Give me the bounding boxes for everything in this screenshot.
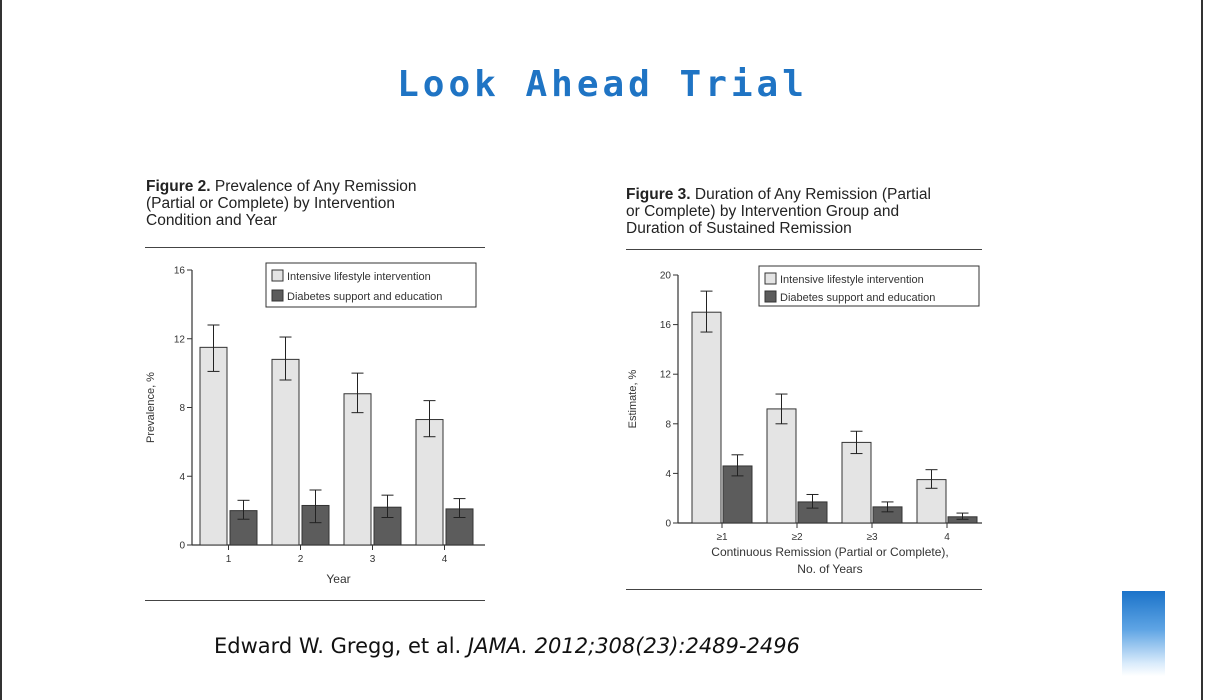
legend-label: Diabetes support and education xyxy=(287,291,442,303)
figure-3-caption-line3: Duration of Sustained Remission xyxy=(626,220,852,237)
x-tick-label: ≥1 xyxy=(716,532,727,543)
x-tick-label: ≥2 xyxy=(791,532,802,543)
x-tick-label: 2 xyxy=(298,554,304,565)
figure-3-top-rule xyxy=(626,249,982,250)
bar-intensive xyxy=(766,408,797,524)
legend-swatch xyxy=(764,290,777,303)
y-tick-label: 8 xyxy=(665,419,671,430)
y-tick-label: 12 xyxy=(660,370,672,381)
figure-2-caption-line2: (Partial or Complete) by Intervention xyxy=(146,195,395,212)
x-tick-label: ≥3 xyxy=(866,532,877,543)
figure-3-caption: Figure 3. Duration of Any Remission (Par… xyxy=(626,186,986,237)
figure-3-caption-lead: Figure 3. xyxy=(626,186,691,203)
figure-3-caption-line2: or Complete) by Intervention Group and xyxy=(626,203,900,220)
y-tick-label: 0 xyxy=(665,519,671,530)
citation-authors: Edward W. Gregg, et al. xyxy=(214,634,462,658)
figure-3-caption-line1: Duration of Any Remission (Partial xyxy=(690,186,931,203)
slide-title: Look Ahead Trial xyxy=(397,64,808,105)
y-tick-label: 0 xyxy=(179,541,185,552)
legend-label: Intensive lifestyle intervention xyxy=(287,271,431,283)
x-tick-label: 1 xyxy=(226,554,232,565)
figure-2-caption-line3: Condition and Year xyxy=(146,212,278,229)
legend-box xyxy=(265,262,477,308)
figure-2-bottom-rule xyxy=(145,600,485,601)
legend-box xyxy=(758,265,980,307)
bar-intensive xyxy=(841,441,872,524)
x-tick-label: 4 xyxy=(442,554,448,565)
legend-label: Intensive lifestyle intervention xyxy=(780,274,924,286)
figure-2-caption: Figure 2. Prevalence of Any Remission (P… xyxy=(146,178,486,229)
y-axis-label: Estimate, % xyxy=(627,369,639,428)
citation-journal: JAMA. 2012;308(23):2489-2496 xyxy=(467,634,800,658)
x-axis-label: Year xyxy=(326,572,350,586)
y-tick-label: 16 xyxy=(174,266,186,277)
y-tick-label: 20 xyxy=(660,271,672,282)
y-tick-label: 12 xyxy=(174,334,186,345)
figure-2-top-rule xyxy=(145,247,485,248)
figure-3-bottom-rule xyxy=(626,589,982,590)
legend-label: Diabetes support and education xyxy=(780,292,935,304)
legend-swatch xyxy=(271,289,284,302)
y-tick-label: 16 xyxy=(660,320,672,331)
y-tick-label: 4 xyxy=(665,469,671,480)
bar-intensive xyxy=(415,419,444,546)
x-tick-label: 3 xyxy=(370,554,376,565)
y-tick-label: 4 xyxy=(179,472,185,483)
y-axis-label: Prevalence, % xyxy=(145,372,157,443)
bar-intensive xyxy=(691,311,722,524)
bar-intensive xyxy=(199,346,228,546)
legend-swatch xyxy=(271,269,284,282)
y-tick-label: 8 xyxy=(179,403,185,414)
citation: Edward W. Gregg, et al. JAMA. 2012;308(2… xyxy=(214,634,800,658)
figure-2-caption-lead: Figure 2. xyxy=(146,178,211,195)
x-axis-label: No. of Years xyxy=(797,562,862,576)
decorative-gradient-square xyxy=(1122,591,1165,676)
bar-intensive xyxy=(343,393,372,546)
figure-2-caption-line1: Prevalence of Any Remission xyxy=(210,178,417,195)
x-axis-label: Continuous Remission (Partial or Complet… xyxy=(711,545,948,559)
legend-swatch xyxy=(764,272,777,285)
x-tick-label: 4 xyxy=(944,532,950,543)
bar-intensive xyxy=(271,358,300,546)
figure-3-chart: 0 4 8 12 16 20 Estimate, % ≥1 ≥2 ≥3 4 Continuous Re… xyxy=(627,265,982,576)
